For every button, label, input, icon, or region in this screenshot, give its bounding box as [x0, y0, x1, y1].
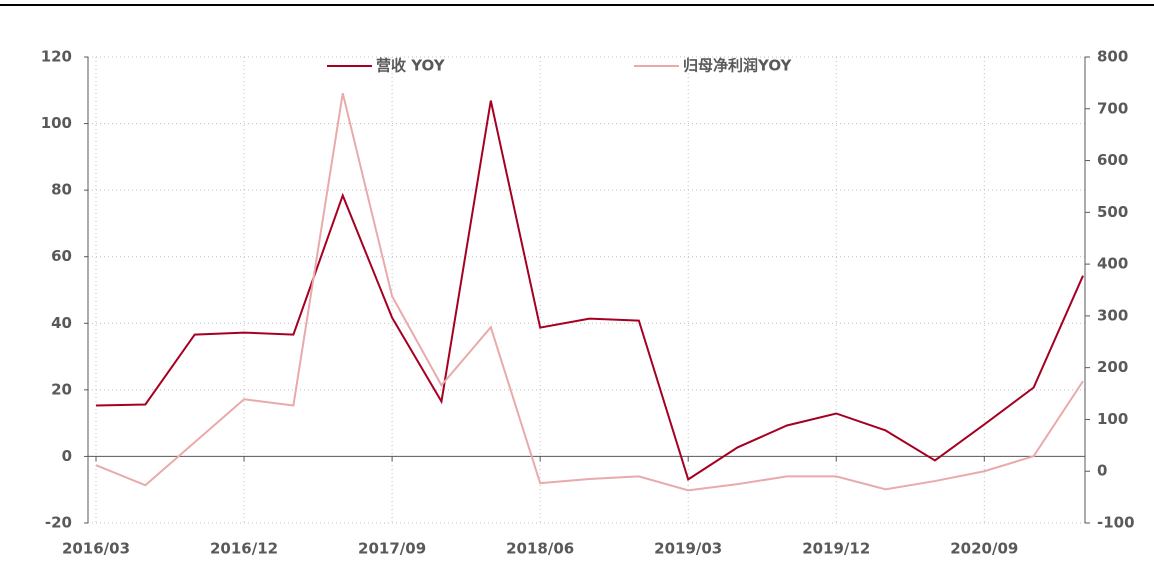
y2-tick-label: 100	[1097, 410, 1128, 428]
x-tick-label: 2018/06	[506, 540, 574, 558]
y-tick-label: 20	[51, 380, 72, 398]
x-tick-label: 2016/03	[62, 540, 130, 558]
y2-tick-label: 0	[1097, 462, 1107, 480]
y2-tick-label: 500	[1097, 203, 1128, 221]
y2-tick-label: 400	[1097, 255, 1128, 273]
y-tick-label: -20	[45, 514, 72, 532]
y-tick-label: 120	[41, 48, 72, 66]
y2-tick-label: 600	[1097, 151, 1128, 169]
y-tick-label: 0	[62, 447, 72, 465]
series-line	[95, 100, 1084, 481]
y2-tick-label: 200	[1097, 358, 1128, 376]
y-tick-label: 80	[51, 181, 72, 199]
legend-label: 营收 YOY	[376, 57, 446, 75]
y-tick-label: 40	[51, 314, 72, 332]
x-tick-label: 2019/12	[802, 540, 870, 558]
y2-tick-label: 300	[1097, 306, 1128, 324]
legend-label: 归母净利润YOY	[683, 57, 793, 75]
y-tick-label: 100	[41, 114, 72, 132]
y2-tick-label: 700	[1097, 99, 1128, 117]
x-tick-label: 2016/12	[210, 540, 278, 558]
x-tick-label: 2017/09	[358, 540, 426, 558]
y-tick-label: 60	[51, 247, 72, 265]
series-line	[95, 93, 1084, 492]
x-tick-label: 2019/03	[654, 540, 722, 558]
y2-tick-label: -100	[1097, 514, 1135, 532]
x-tick-label: 2020/09	[950, 540, 1018, 558]
y2-tick-label: 800	[1097, 48, 1128, 66]
